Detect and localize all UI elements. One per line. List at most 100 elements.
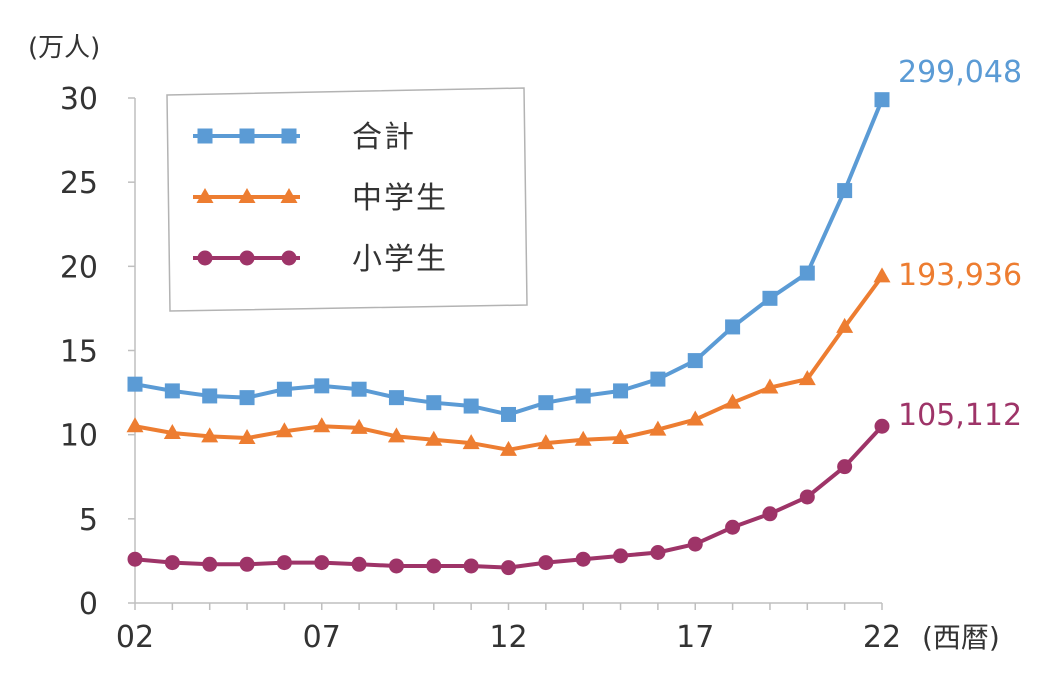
data-point — [314, 378, 330, 394]
data-point — [574, 430, 592, 446]
data-point — [463, 558, 479, 574]
end-value-label: 105,112 — [898, 398, 1022, 433]
series-layer: 299,048 193,936 105,112 — [126, 55, 1022, 576]
data-point — [874, 418, 890, 434]
data-point — [276, 555, 292, 571]
data-point — [351, 381, 367, 397]
data-point — [201, 427, 219, 443]
data-point — [799, 489, 815, 505]
legend-marker — [239, 128, 255, 144]
data-point — [873, 267, 891, 283]
data-point — [426, 395, 442, 411]
data-point — [238, 429, 256, 445]
data-point — [127, 376, 143, 392]
data-point — [538, 395, 554, 411]
end-value-label: 299,048 — [898, 55, 1022, 90]
data-point — [649, 420, 667, 436]
data-point — [501, 406, 516, 422]
end-value-label: 193,936 — [898, 258, 1022, 293]
data-point — [501, 560, 516, 576]
data-point — [313, 417, 331, 433]
legend-marker — [197, 250, 213, 266]
x-tick-label: 17 — [676, 620, 714, 655]
x-axis-suffix: (西暦) — [922, 621, 1000, 654]
data-point — [837, 459, 853, 475]
legend-marker — [196, 188, 214, 203]
data-point — [724, 393, 742, 409]
series-square: 299,048 — [127, 55, 1022, 422]
data-point — [202, 388, 218, 404]
data-point — [500, 440, 517, 456]
data-point — [874, 92, 890, 108]
series-triangle: 193,936 — [126, 258, 1022, 456]
data-point — [613, 548, 629, 564]
data-point — [463, 398, 479, 414]
data-point — [276, 381, 292, 397]
legend-marker — [281, 250, 297, 266]
data-point — [126, 417, 144, 433]
legend-box — [166, 87, 528, 312]
data-point — [613, 383, 629, 399]
data-point — [762, 290, 778, 306]
x-tick-label: 12 — [489, 620, 527, 655]
legend-marker — [239, 250, 255, 266]
data-point — [650, 545, 666, 560]
data-point — [164, 383, 180, 399]
data-point — [687, 353, 703, 369]
series-circle: 105,112 — [127, 398, 1022, 576]
data-point — [725, 319, 741, 335]
x-tick-label: 07 — [303, 620, 341, 655]
x-tick-label: 22 — [863, 620, 901, 655]
legend-item: 合計 — [193, 120, 416, 155]
data-point — [239, 390, 255, 406]
y-axis: 0 5 10 15 20 25 30 — [60, 82, 136, 622]
data-point — [837, 183, 853, 199]
data-point — [762, 506, 778, 522]
legend-marker — [197, 128, 213, 144]
legend-marker — [280, 188, 298, 203]
y-tick-label: 25 — [60, 166, 98, 201]
legend-item: 中学生 — [193, 181, 448, 216]
data-point — [650, 371, 666, 387]
data-point — [462, 434, 480, 450]
data-point — [350, 418, 368, 434]
y-tick-label: 10 — [60, 419, 98, 454]
y-tick-label: 15 — [60, 335, 98, 370]
x-axis: 02 07 12 17 22 — [116, 602, 901, 655]
legend-label: 小学生 — [352, 242, 448, 277]
data-point — [761, 378, 779, 394]
data-point — [612, 429, 630, 445]
data-point — [537, 434, 555, 450]
data-point — [163, 423, 181, 439]
data-point — [387, 427, 405, 443]
data-point — [426, 558, 442, 574]
data-point — [686, 410, 704, 426]
y-tick-label: 0 — [79, 587, 98, 622]
y-tick-label: 20 — [60, 250, 98, 285]
y-tick-label: 30 — [60, 82, 98, 117]
data-point — [239, 556, 255, 572]
data-point — [425, 430, 443, 446]
legend-label: 中学生 — [352, 181, 448, 216]
data-point — [127, 551, 143, 567]
data-point — [388, 390, 404, 406]
data-point — [314, 555, 330, 571]
legend-marker — [238, 188, 256, 203]
data-point — [202, 556, 218, 572]
data-point — [725, 519, 741, 535]
data-point — [575, 388, 591, 404]
legend-label: 合計 — [352, 120, 416, 155]
x-tick-label: 02 — [116, 620, 154, 655]
data-point — [538, 555, 554, 571]
legend-item: 小学生 — [193, 242, 448, 277]
data-point — [687, 536, 703, 552]
data-point — [275, 422, 293, 438]
legend-marker — [281, 128, 297, 144]
data-point — [164, 555, 180, 571]
data-point — [388, 558, 404, 574]
y-tick-label: 5 — [79, 503, 98, 538]
data-point — [798, 370, 816, 386]
data-point — [351, 556, 367, 572]
